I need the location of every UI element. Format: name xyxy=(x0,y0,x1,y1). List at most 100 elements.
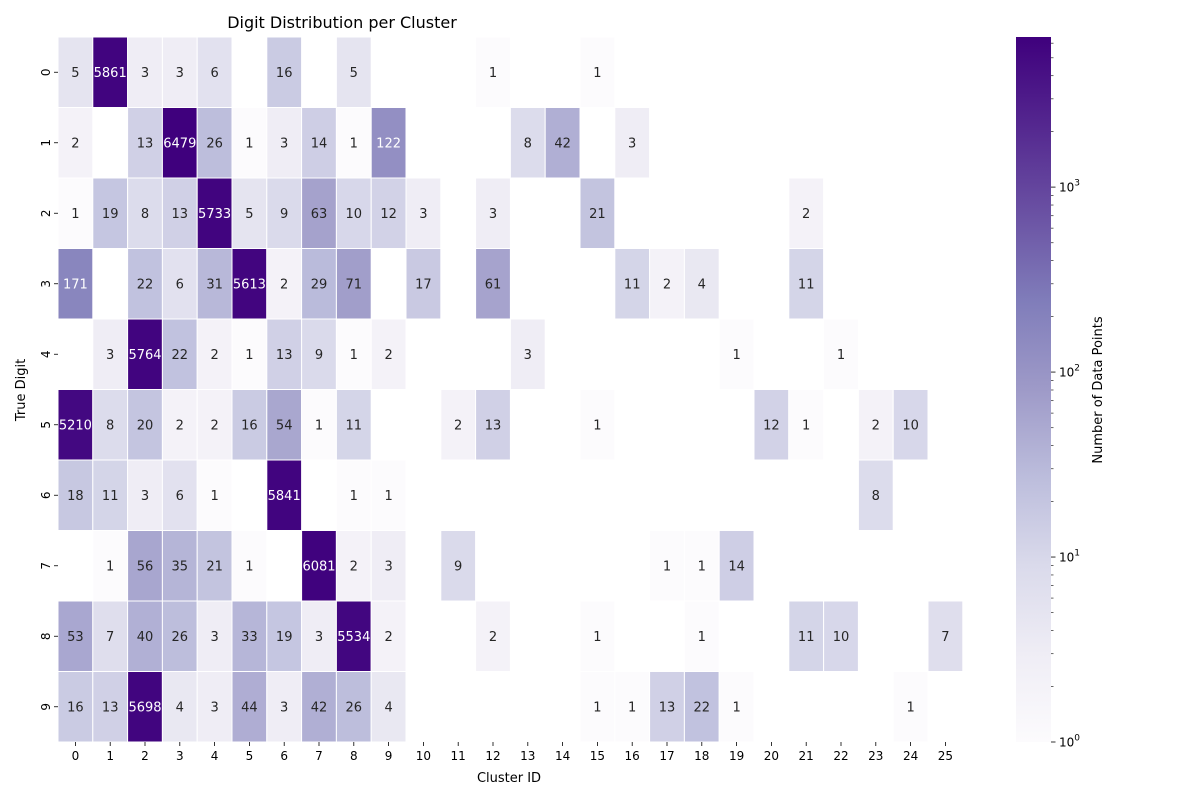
heatmap-cell xyxy=(92,177,129,249)
heatmap-cell xyxy=(370,107,407,179)
heatmap-cell xyxy=(161,459,198,531)
heatmap-cell xyxy=(92,36,129,108)
cell-value-label: 3 xyxy=(489,207,497,222)
cell-value-label: 10 xyxy=(833,630,850,645)
cell-value-label: 8 xyxy=(106,418,114,433)
cell-value-label: 10 xyxy=(346,207,363,222)
colorbar-tick-label: 101 xyxy=(1059,549,1080,565)
heatmap-cell xyxy=(57,600,94,672)
cell-value-label: 13 xyxy=(102,700,119,715)
cell-value-label: 4 xyxy=(384,700,392,715)
cell-value-label: 22 xyxy=(137,277,154,292)
heatmap-cell xyxy=(649,671,685,743)
heatmap-cell xyxy=(161,530,198,602)
heatmap-cell xyxy=(335,459,372,531)
heatmap-cell xyxy=(301,389,337,461)
heatmap-cell xyxy=(579,177,616,249)
cell-value-label: 1 xyxy=(906,700,914,715)
heatmap-cell xyxy=(683,530,720,602)
cell-value-label: 22 xyxy=(172,348,189,363)
heatmap-cell xyxy=(544,107,581,179)
heatmap-cell xyxy=(92,600,129,672)
heatmap-cell xyxy=(266,671,303,743)
cell-value-label: 5613 xyxy=(233,277,266,292)
cell-value-label: 40 xyxy=(137,630,154,645)
cell-value-label: 13 xyxy=(137,136,154,151)
x-tick-label: 2 xyxy=(141,749,149,763)
cell-value-label: 2 xyxy=(384,630,392,645)
x-tick-label: 25 xyxy=(938,749,953,763)
heatmap-cell xyxy=(127,248,163,320)
cell-value-label: 3 xyxy=(141,66,149,81)
heatmap-cell xyxy=(231,600,268,672)
heatmap-cell xyxy=(683,248,720,320)
cell-value-label: 42 xyxy=(311,700,328,715)
cell-value-label: 42 xyxy=(554,136,571,151)
cell-value-label: 71 xyxy=(346,277,363,292)
y-tick-label: 0 xyxy=(39,68,53,76)
heatmap-cell xyxy=(57,671,94,743)
cell-value-label: 2 xyxy=(350,559,358,574)
cell-value-label: 1 xyxy=(245,559,253,574)
x-tick-label: 13 xyxy=(520,749,535,763)
heatmap-cell xyxy=(718,318,755,390)
cell-value-label: 14 xyxy=(728,559,745,574)
cell-value-label: 2 xyxy=(384,348,392,363)
cell-value-label: 3 xyxy=(419,207,427,222)
y-tick-label: 4 xyxy=(39,350,53,358)
cell-value-label: 1 xyxy=(593,66,601,81)
x-tick-label: 1 xyxy=(106,749,114,763)
heatmap-cell xyxy=(301,107,337,179)
cell-value-label: 17 xyxy=(415,277,432,292)
cell-value-label: 2 xyxy=(454,418,462,433)
heatmap-cell xyxy=(440,530,477,602)
cell-value-label: 3 xyxy=(524,348,532,363)
cell-value-label: 2 xyxy=(280,277,288,292)
heatmap-cell xyxy=(649,248,685,320)
heatmap-cell xyxy=(196,389,233,461)
x-tick-label: 0 xyxy=(72,749,80,763)
cell-value-label: 3 xyxy=(106,348,114,363)
heatmap-cell xyxy=(753,389,790,461)
cell-value-label: 6 xyxy=(176,277,184,292)
heatmap-cell xyxy=(370,459,407,531)
heatmap-cell xyxy=(614,671,651,743)
cell-value-label: 5 xyxy=(350,66,358,81)
cell-value-label: 13 xyxy=(276,348,293,363)
heatmap-cell xyxy=(718,671,755,743)
heatmap-cell xyxy=(509,107,546,179)
cell-value-label: 12 xyxy=(380,207,397,222)
cell-value-label: 63 xyxy=(311,207,328,222)
cell-value-label: 11 xyxy=(346,418,363,433)
cell-value-label: 22 xyxy=(694,700,711,715)
cell-value-label: 2 xyxy=(872,418,880,433)
cell-value-label: 61 xyxy=(485,277,502,292)
heatmap-cell xyxy=(266,177,303,249)
y-tick-label: 7 xyxy=(39,562,53,570)
cell-value-label: 2 xyxy=(489,630,497,645)
cell-value-label: 5698 xyxy=(128,700,161,715)
cell-value-label: 1 xyxy=(732,348,740,363)
heatmap-cell xyxy=(266,459,303,531)
cell-value-label: 2 xyxy=(663,277,671,292)
heatmap-cell xyxy=(683,671,720,743)
cell-value-label: 6 xyxy=(176,489,184,504)
heatmap-cell xyxy=(788,389,825,461)
y-tick-label: 9 xyxy=(39,703,53,711)
cell-value-label: 1 xyxy=(71,207,79,222)
heatmap-cell xyxy=(823,318,859,390)
x-tick-label: 12 xyxy=(485,749,500,763)
cell-value-label: 5764 xyxy=(128,348,161,363)
heatmap-cell xyxy=(127,36,163,108)
heatmap-cell xyxy=(231,530,268,602)
heatmap-cell xyxy=(57,248,94,320)
cell-value-label: 5861 xyxy=(94,66,127,81)
heatmap-cell xyxy=(614,107,651,179)
cell-value-label: 11 xyxy=(798,630,815,645)
heatmap-cell xyxy=(196,318,233,390)
cell-value-label: 1 xyxy=(698,559,706,574)
x-tick-label: 14 xyxy=(555,749,570,763)
cell-value-label: 35 xyxy=(172,559,189,574)
heatmap-cell xyxy=(161,600,198,672)
x-tick-label: 11 xyxy=(451,749,466,763)
